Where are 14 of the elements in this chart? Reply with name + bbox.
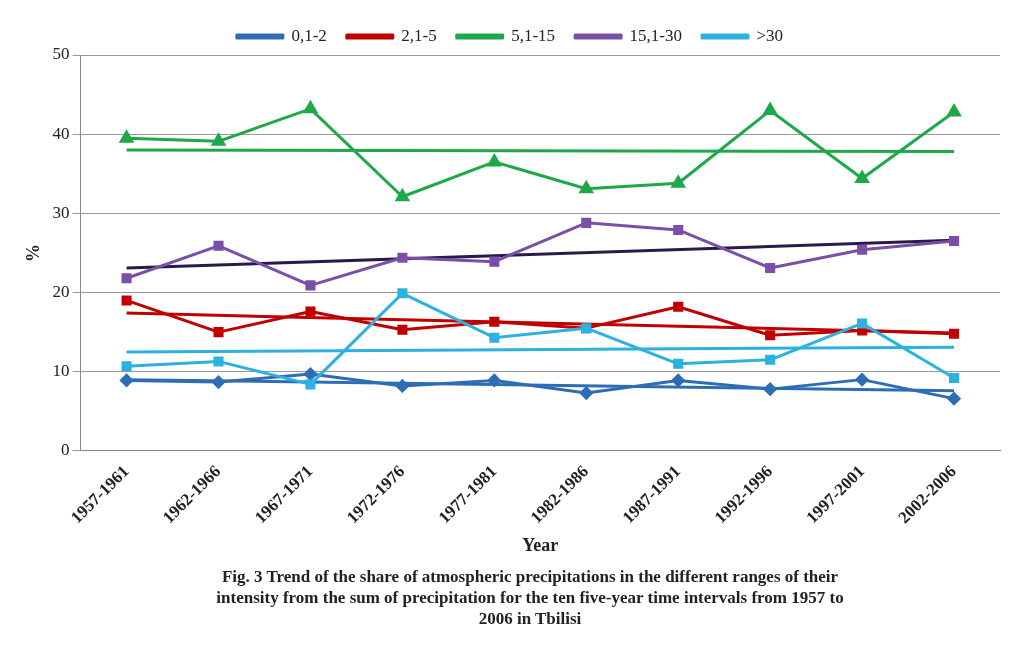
legend-label: 2,1-5 [401,25,437,45]
legend-label: >30 [756,25,784,45]
legend-label: 0,1-2 [291,25,327,45]
y-tick-label: 50 [52,44,70,64]
y-axis-title: % [23,243,44,262]
y-tick-label: 10 [52,361,70,381]
y-tick-label: 30 [52,202,70,222]
text: Fig. 3 Trend of the share of atmospheric precipitations in the different ranges of their intensity from the sum of precipitation for the ten five-year time intervals from 1957 to 2006 in Tbilisi [215,566,845,629]
legend-label: 15,1-30 [629,25,683,45]
x-axis-title: Year [522,534,559,555]
legend-label: 5,1-15 [511,25,556,45]
y-tick-label: 40 [52,123,70,143]
y-tick-label: 20 [52,282,70,301]
y-tick-label: 0 [61,440,70,460]
